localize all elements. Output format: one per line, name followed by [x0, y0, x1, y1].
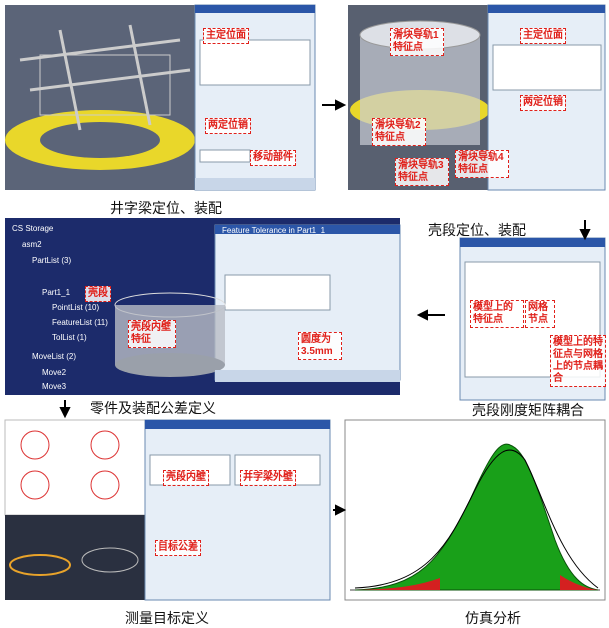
- annotation: 滑块导轨1特征点: [390, 28, 444, 56]
- annotation: 圆度为3.5mm: [298, 332, 342, 360]
- tree-item: Move2: [42, 368, 67, 377]
- annotation: 井字梁外壁: [240, 470, 296, 486]
- dialog-title: Feature Tolerance in Part1_1: [222, 226, 326, 235]
- tree-item: MoveList (2): [32, 352, 77, 361]
- tree-item: PointList (10): [52, 303, 100, 312]
- annotation: 目标公差: [155, 540, 201, 556]
- tree-item: asm2: [22, 240, 42, 249]
- annotation: 模型上的特征点: [470, 300, 524, 328]
- annotation: 主定位面: [203, 28, 249, 44]
- tree-item: PartList (3): [32, 256, 72, 265]
- caption: 壳段刚度矩阵耦合: [472, 402, 584, 418]
- annotation: 网格节点: [525, 300, 555, 328]
- tree-item: Part1_1: [42, 288, 71, 297]
- annotation: 壳段: [85, 286, 111, 302]
- annotation: 模型上的特征点与网格上的节点耦合: [550, 335, 606, 387]
- annotation: 滑块导轨2特征点: [372, 118, 426, 146]
- tree-item: Move3: [42, 382, 67, 391]
- annotation: 两定位销: [520, 95, 566, 111]
- annotation: 滑块导轨3特征点: [395, 158, 449, 186]
- caption: 测量目标定义: [125, 610, 209, 626]
- annotation: 主定位面: [520, 28, 566, 44]
- annotation: 滑块导轨4特征点: [455, 150, 509, 178]
- annotation: 移动部件: [250, 150, 296, 166]
- annotation: 壳段内壁特征: [128, 320, 176, 348]
- caption: 井字梁定位、装配: [110, 200, 222, 216]
- annotation: 两定位销: [205, 118, 251, 134]
- tree-item: CS Storage: [12, 224, 54, 233]
- tree-item: TolList (1): [52, 333, 87, 342]
- caption: 壳段定位、装配: [428, 222, 526, 238]
- tree-item: FeatureList (11): [52, 318, 108, 327]
- caption: 零件及装配公差定义: [90, 400, 216, 416]
- caption: 仿真分析: [465, 610, 521, 626]
- annotation: 壳段内壁: [163, 470, 209, 486]
